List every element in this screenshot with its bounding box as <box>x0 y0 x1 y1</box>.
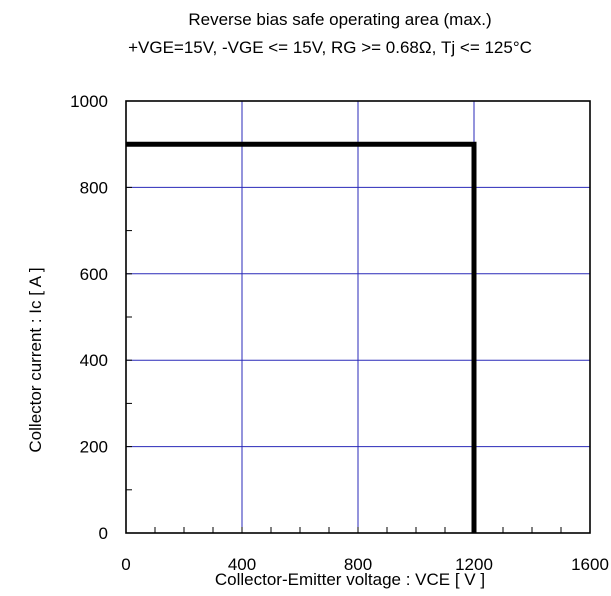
chart-title: Reverse bias safe operating area (max.) <box>188 10 492 29</box>
x-axis-label: Collector-Emitter voltage : VCE [ V ] <box>214 570 486 589</box>
chart-subtitle: +VGE=15V, -VGE <= 15V, RG >= 0.68Ω, Tj <… <box>128 38 532 57</box>
y-tick-label-1: 200 <box>80 438 108 457</box>
tick-labels: 0 400 800 1200 1600 0 200 400 600 800 1000 <box>70 92 609 574</box>
plot-frame <box>125 100 591 534</box>
y-tick-label-5: 1000 <box>70 92 108 111</box>
x-tick-label-1: 400 <box>228 555 256 574</box>
x-tick-label-4: 1600 <box>571 555 609 574</box>
y-tick-label-2: 400 <box>80 351 108 370</box>
y-tick-label-4: 800 <box>80 178 108 197</box>
x-tick-label-2: 800 <box>344 555 372 574</box>
y-tick-label-0: 0 <box>99 524 108 543</box>
x-tick-label-3: 1200 <box>455 555 493 574</box>
x-tick-label-0: 0 <box>121 555 130 574</box>
y-axis-label: Collector current : Ic [ A ] <box>26 267 45 453</box>
y-tick-label-3: 600 <box>80 265 108 284</box>
series-layer <box>126 141 477 533</box>
series-line-0 <box>126 141 477 533</box>
